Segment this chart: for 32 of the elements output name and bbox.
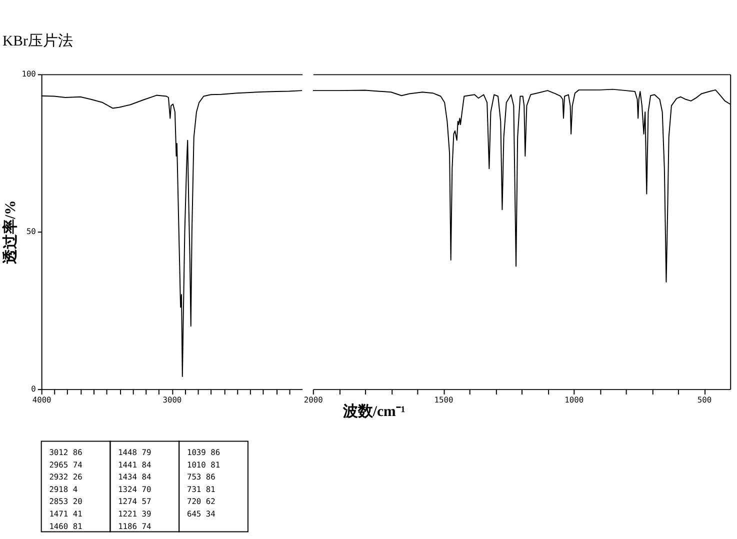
y-tick-label: 50 bbox=[26, 227, 36, 236]
y-tick-label: 0 bbox=[31, 384, 36, 394]
text: 731 81 bbox=[186, 484, 216, 494]
text: 1324 70 bbox=[118, 484, 152, 494]
text: 1434 84 bbox=[118, 472, 152, 482]
text: 2932 26 bbox=[49, 472, 83, 482]
text: 1186 74 bbox=[118, 522, 152, 531]
x-tick-label: 2000 bbox=[304, 395, 324, 404]
x-tick-label: 500 bbox=[697, 395, 712, 404]
x-tick-label: 1500 bbox=[434, 395, 454, 404]
y-axis-title: 透过率/% bbox=[0, 200, 19, 266]
x-tick-label: 4000 bbox=[32, 395, 52, 404]
text: 1274 57 bbox=[118, 497, 152, 506]
text: 2853 20 bbox=[49, 497, 83, 506]
text: 1471 41 bbox=[49, 509, 83, 518]
text: 1039 86 bbox=[186, 448, 220, 457]
text: 645 34 bbox=[186, 509, 216, 518]
x-axis-title: 波数/cm⁻¹ bbox=[342, 403, 406, 420]
text: 1441 84 bbox=[118, 460, 152, 470]
text: 720 62 bbox=[186, 497, 216, 506]
x-tick-label: 1000 bbox=[564, 395, 584, 404]
x-tick-label: 3000 bbox=[162, 395, 182, 404]
text: 3012 86 bbox=[49, 448, 83, 457]
text: 1221 39 bbox=[118, 509, 152, 518]
text: 753 86 bbox=[186, 472, 216, 482]
text: 2918 4 bbox=[49, 484, 78, 494]
text: 1460 81 bbox=[49, 522, 83, 531]
text: 2965 74 bbox=[49, 460, 83, 470]
text: 1448 79 bbox=[118, 448, 152, 457]
text: 1010 81 bbox=[186, 460, 220, 470]
y-tick-label: 100 bbox=[22, 70, 36, 79]
chart-title: KBr压片法 bbox=[2, 32, 73, 50]
